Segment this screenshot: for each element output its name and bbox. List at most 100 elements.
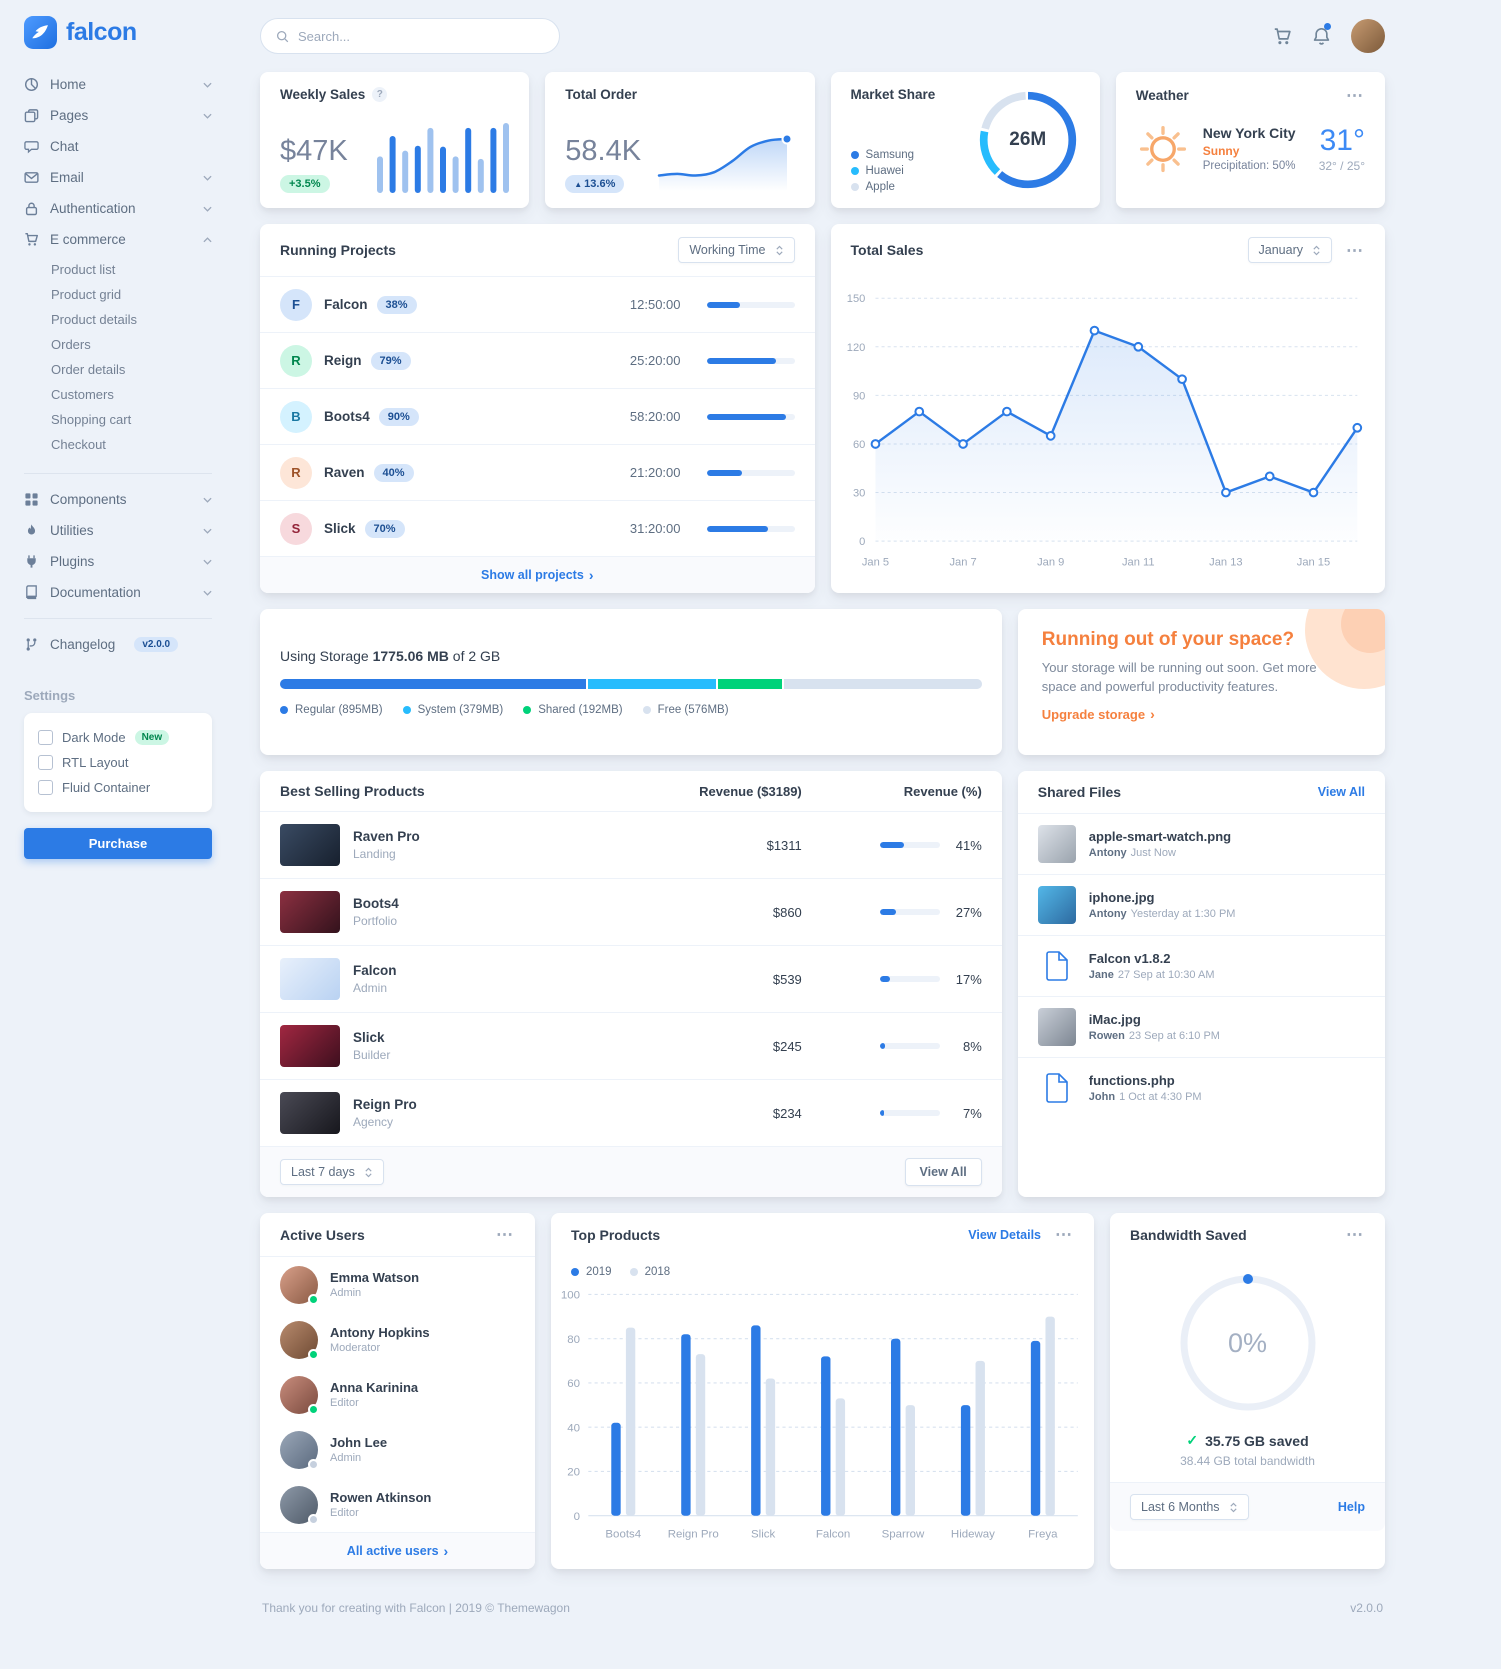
weekly-sales-value: $47K: [280, 134, 348, 167]
sidebar-item-documentation[interactable]: Documentation: [24, 577, 212, 608]
sidebar-item-orders[interactable]: Orders: [51, 337, 91, 352]
best-selling-title: Best Selling Products: [280, 783, 425, 799]
period-select[interactable]: Last 6 Months: [1130, 1494, 1249, 1520]
help-icon[interactable]: ?: [372, 87, 388, 102]
file-name-link[interactable]: apple-smart-watch.png: [1088, 829, 1232, 844]
sidebar-item-product-details[interactable]: Product details: [51, 312, 137, 327]
sidebar-item-label: Plugins: [50, 554, 95, 569]
dark-mode-toggle[interactable]: Dark Mode New: [38, 725, 198, 750]
file-name-link[interactable]: Falcon v1.8.2: [1088, 951, 1171, 966]
date-range-select[interactable]: Last 7 days: [280, 1159, 384, 1185]
shared-files-view-all-link[interactable]: View All: [1317, 785, 1365, 799]
sidebar-item-product-list[interactable]: Product list: [51, 262, 116, 277]
fluid-container-toggle[interactable]: Fluid Container: [38, 775, 198, 800]
storage-title-prefix: Using Storage: [280, 648, 369, 664]
product-name-link[interactable]: Falcon: [353, 963, 397, 978]
user-name-link[interactable]: Emma Watson: [330, 1270, 420, 1285]
sidebar-item-changelog[interactable]: Changelog v2.0.0: [24, 629, 212, 660]
chart-pie-icon: [24, 77, 39, 92]
user-name-link[interactable]: Anna Karinina: [330, 1380, 419, 1395]
sidebar-item-authentication[interactable]: Authentication: [24, 193, 212, 224]
warning-body: Your storage will be running out soon. G…: [1041, 660, 1317, 694]
product-name-link[interactable]: Raven Pro: [353, 829, 420, 844]
bandwidth-title: Bandwidth Saved: [1130, 1226, 1247, 1243]
file-row: apple-smart-watch.png Antony Just Now: [1017, 814, 1385, 875]
sidebar-item-utilities[interactable]: Utilities: [24, 515, 212, 546]
svg-text:Freya: Freya: [1028, 1529, 1058, 1541]
sidebar-item-pages[interactable]: Pages: [24, 100, 212, 131]
components-icon: [25, 493, 38, 506]
project-progress-badge: 70%: [364, 519, 405, 538]
sidebar-item-components[interactable]: Components: [24, 484, 212, 515]
legend-label: 2019: [586, 1266, 612, 1278]
sidebar-item-email[interactable]: Email: [24, 162, 212, 193]
card-menu-button[interactable]: ⋯: [1346, 240, 1363, 260]
chevron-down-icon: [203, 206, 212, 212]
user-name-link[interactable]: Antony Hopkins: [330, 1325, 430, 1340]
file-name-link[interactable]: functions.php: [1088, 1073, 1175, 1088]
all-active-users-link[interactable]: All active users ›: [346, 1543, 449, 1559]
project-name-link[interactable]: Raven: [324, 465, 365, 480]
sidebar-item-plugins[interactable]: Plugins: [24, 546, 212, 577]
product-name-link[interactable]: Reign Pro: [353, 1097, 417, 1112]
sidebar-item-ecommerce[interactable]: E commerce: [24, 224, 212, 255]
file-user: Rowen: [1088, 1030, 1125, 1042]
user-name-link[interactable]: John Lee: [330, 1435, 388, 1450]
notifications-button[interactable]: [1312, 22, 1331, 46]
checkbox-icon[interactable]: [38, 780, 53, 795]
best-selling-card: Best Selling Products Revenue ($3189) Re…: [260, 771, 1002, 1197]
brand[interactable]: falcon: [24, 16, 212, 49]
user-name-link[interactable]: Rowen Atkinson: [330, 1490, 432, 1505]
email-icon: [24, 172, 39, 183]
product-thumbnail: [280, 891, 340, 933]
select-arrows-icon: [1313, 245, 1320, 255]
card-menu-button[interactable]: ⋯: [496, 1225, 513, 1244]
settings-card: Dark Mode New RTL Layout Fluid Container: [24, 713, 212, 812]
file-name-link[interactable]: iMac.jpg: [1088, 1012, 1141, 1027]
revenue-progress-bar: [879, 1110, 940, 1116]
view-all-button[interactable]: View All: [904, 1158, 982, 1186]
project-name-link[interactable]: Slick: [324, 521, 356, 536]
view-details-link[interactable]: View Details: [968, 1227, 1041, 1242]
purchase-button[interactable]: Purchase: [24, 828, 212, 859]
card-menu-button[interactable]: ⋯: [1055, 1225, 1072, 1244]
product-name-link[interactable]: Slick: [353, 1030, 385, 1045]
project-name-link[interactable]: Falcon: [324, 297, 368, 312]
weather-temperature: 31°: [1319, 124, 1365, 157]
product-type: Landing: [353, 847, 396, 861]
sidebar-item-order-details[interactable]: Order details: [51, 362, 126, 377]
user-avatar[interactable]: [1351, 19, 1385, 53]
product-name-link[interactable]: Boots4: [353, 896, 399, 911]
month-select[interactable]: January: [1247, 237, 1332, 263]
card-menu-button[interactable]: ⋯: [1346, 86, 1363, 105]
help-link[interactable]: Help: [1337, 1500, 1365, 1514]
checkbox-icon[interactable]: [38, 755, 53, 770]
sidebar-item-product-grid[interactable]: Product grid: [51, 287, 122, 302]
cart-button[interactable]: [1273, 27, 1292, 46]
project-name-link[interactable]: Boots4: [324, 409, 370, 424]
show-all-projects-link[interactable]: Show all projects ›: [481, 567, 594, 583]
sidebar-item-shopping-cart[interactable]: Shopping cart: [51, 412, 132, 427]
project-name-link[interactable]: Reign: [324, 353, 362, 368]
sidebar-item-chat[interactable]: Chat: [24, 131, 212, 162]
select-value: Last 7 days: [291, 1165, 355, 1179]
checkbox-icon[interactable]: [38, 730, 53, 745]
status-dot: [308, 1513, 319, 1525]
card-menu-button[interactable]: ⋯: [1346, 1225, 1363, 1244]
rtl-layout-toggle[interactable]: RTL Layout: [38, 750, 198, 775]
sidebar-item-checkout[interactable]: Checkout: [51, 437, 106, 452]
search-input[interactable]: [298, 28, 544, 44]
storage-segment-free: [783, 679, 982, 689]
notification-dot: [1324, 22, 1331, 30]
legend-dot: [571, 1268, 579, 1276]
upgrade-storage-link[interactable]: Upgrade storage ›: [1041, 706, 1155, 723]
sidebar-item-customers[interactable]: Customers: [51, 387, 114, 402]
total-order-card: Total Order 58.4K ▲ 13.6%: [545, 72, 815, 208]
working-time-select[interactable]: Working Time: [678, 237, 795, 263]
file-row: functions.php John 1 Oct at 4:30 PM: [1018, 1058, 1385, 1118]
weather-city: New York City: [1202, 125, 1296, 141]
file-name-link[interactable]: iphone.jpg: [1088, 890, 1155, 905]
sidebar-item-home[interactable]: Home: [24, 69, 212, 100]
search-box[interactable]: [260, 18, 560, 54]
legend-item: Free (576MB): [642, 704, 729, 716]
